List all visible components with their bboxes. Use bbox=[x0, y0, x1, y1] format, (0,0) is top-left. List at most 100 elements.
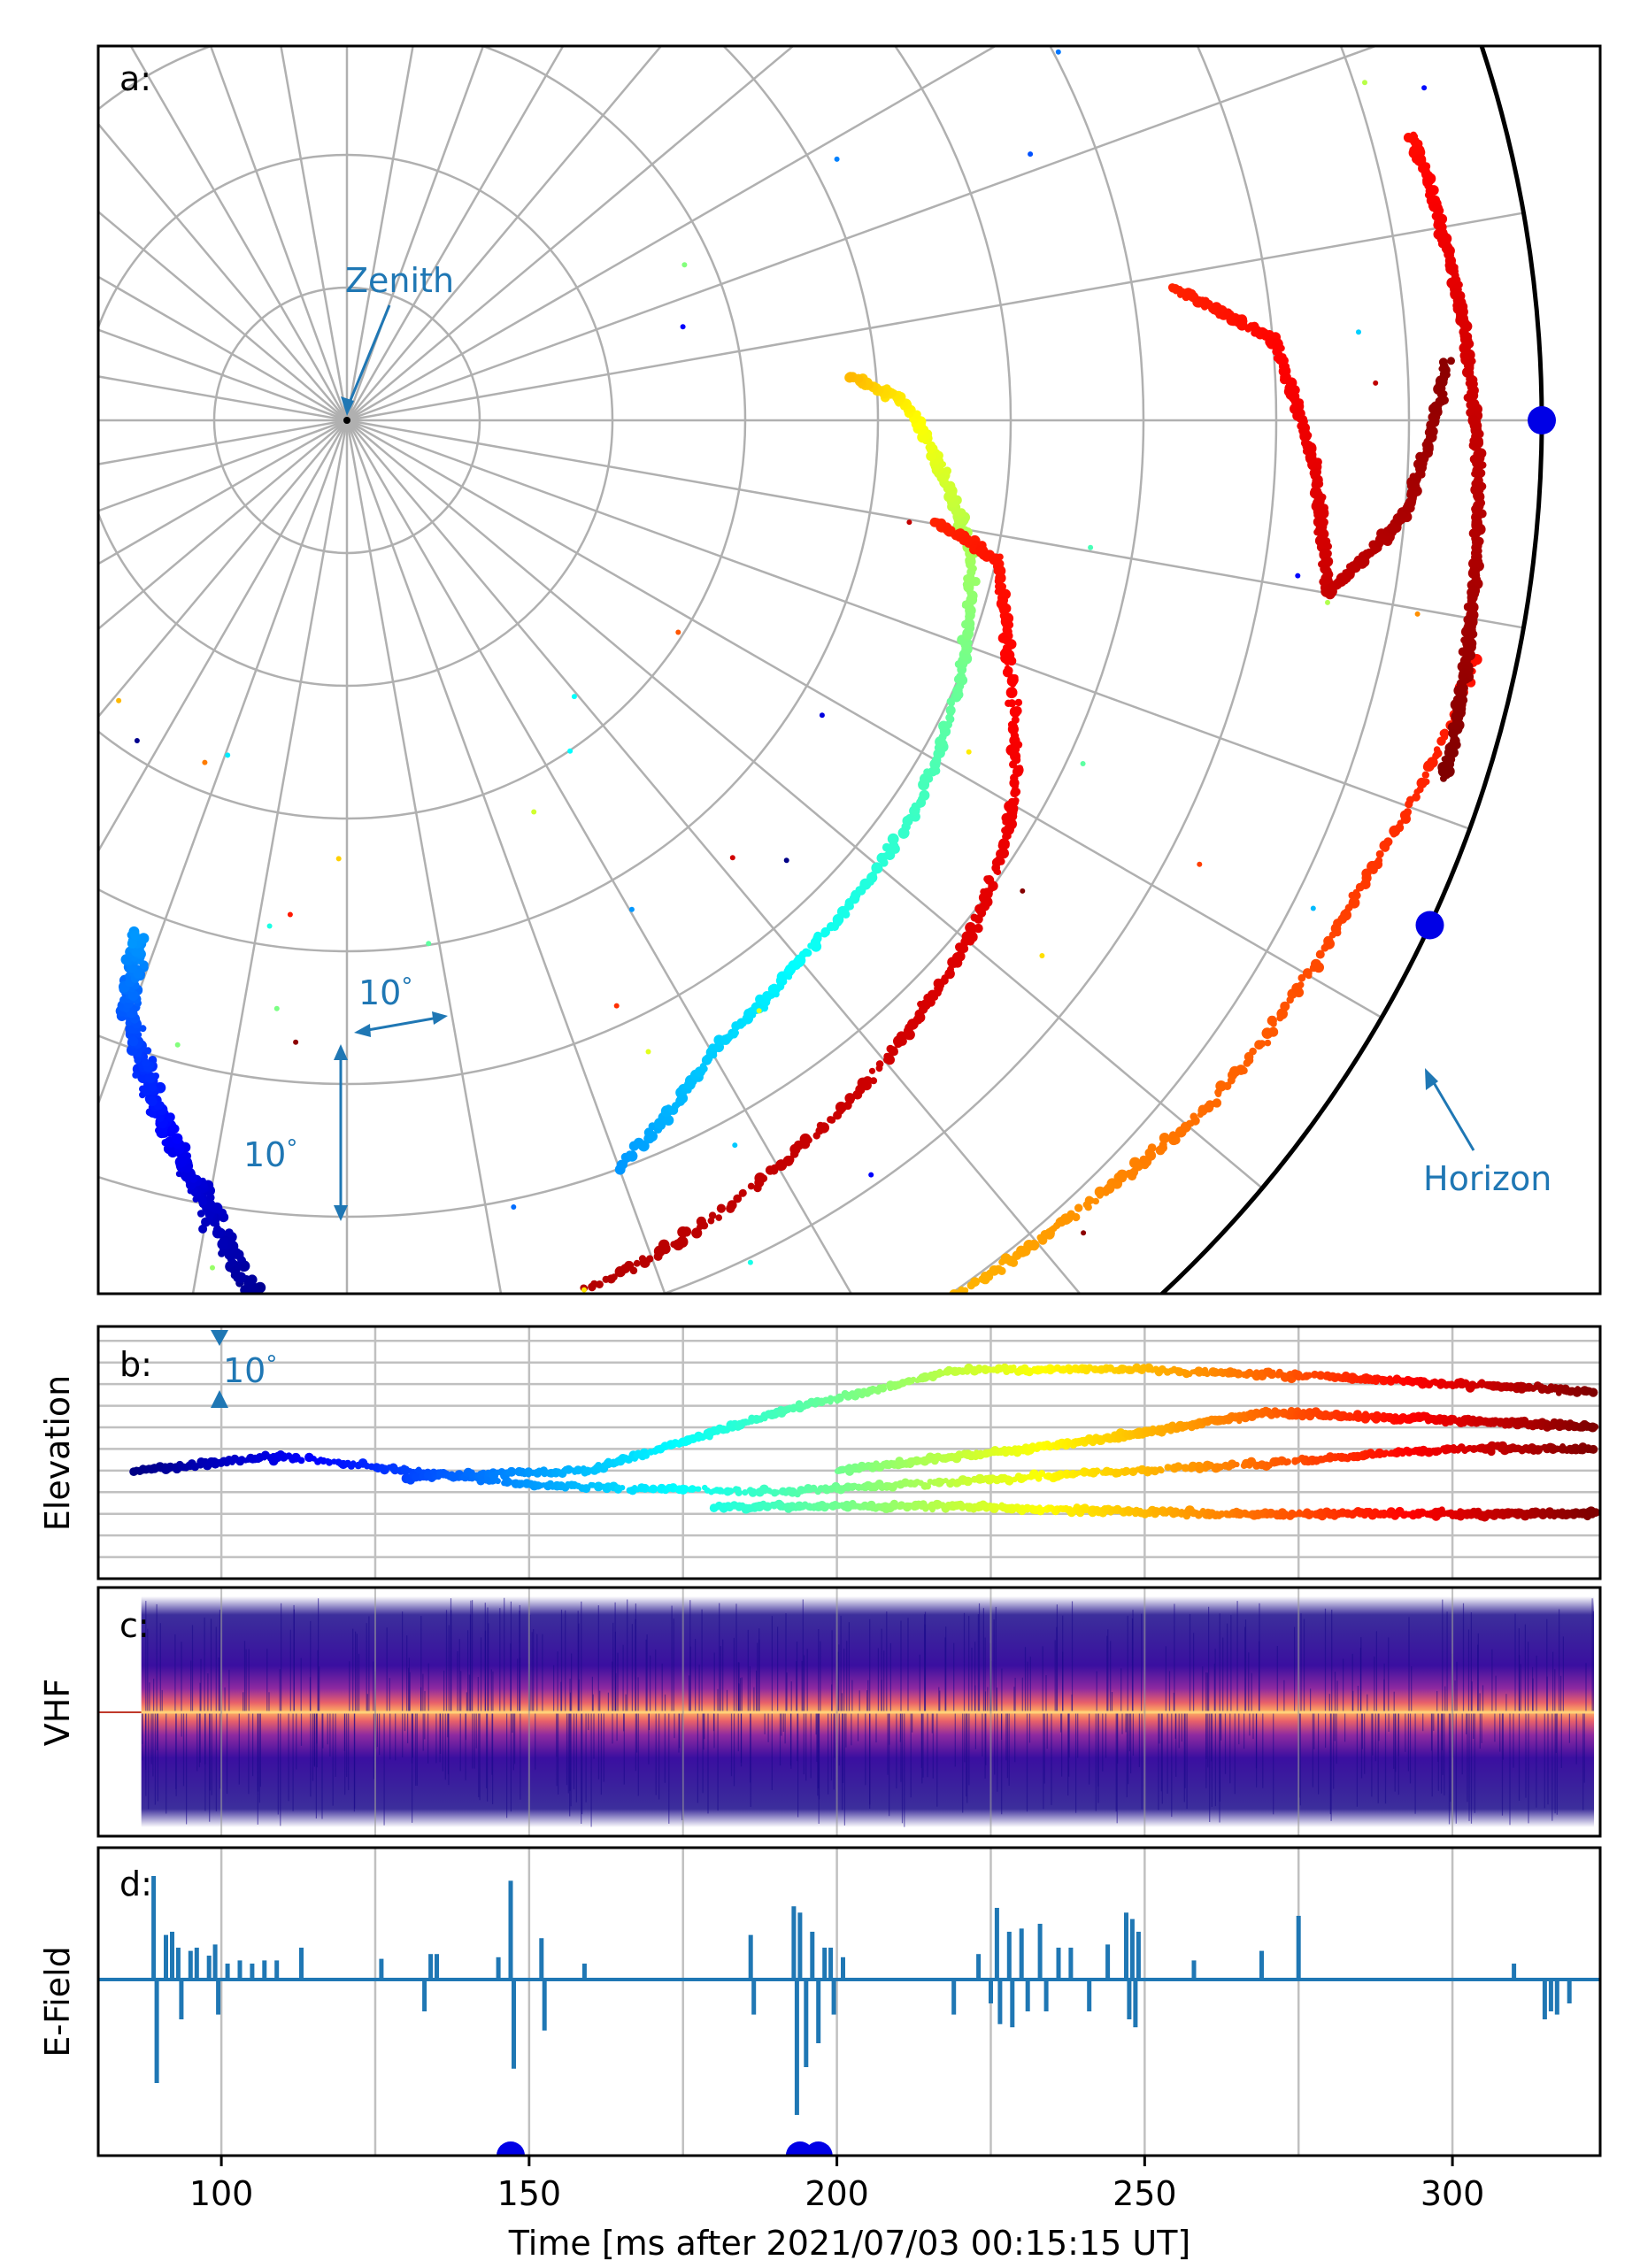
source-point bbox=[868, 1067, 876, 1074]
elevation-point bbox=[974, 1366, 982, 1374]
source-point bbox=[38, 1350, 44, 1357]
source-point bbox=[906, 519, 912, 526]
source-point bbox=[734, 1295, 739, 1300]
source-point bbox=[1311, 958, 1321, 970]
source-point bbox=[970, 1277, 980, 1287]
source-point bbox=[300, 1372, 307, 1379]
source-point bbox=[426, 941, 432, 947]
elevation-scale-bottom-arrow bbox=[211, 1390, 228, 1408]
source-point bbox=[775, 1368, 785, 1378]
source-point bbox=[645, 1049, 651, 1055]
source-point bbox=[983, 875, 991, 883]
source-point bbox=[13, 1337, 22, 1346]
elevation-point bbox=[297, 1457, 305, 1465]
source-point bbox=[883, 1056, 891, 1064]
source-point bbox=[819, 712, 825, 719]
azimuth-spoke-340 bbox=[346, 46, 1379, 422]
source-point bbox=[1013, 765, 1024, 775]
source-point bbox=[848, 1345, 857, 1354]
source-point bbox=[192, 1196, 199, 1203]
source-point bbox=[391, 1388, 401, 1397]
elevation-point bbox=[649, 1484, 658, 1494]
source-point bbox=[828, 1116, 836, 1124]
elevation-point bbox=[1093, 1467, 1101, 1475]
source-point bbox=[189, 1174, 198, 1183]
source-point bbox=[753, 1183, 762, 1193]
source-point bbox=[602, 1275, 610, 1283]
source-point bbox=[405, 1389, 416, 1400]
source-point bbox=[1418, 471, 1426, 479]
source-point bbox=[391, 1393, 398, 1400]
source-point bbox=[186, 1365, 197, 1376]
azimuth-spoke-20 bbox=[346, 419, 1471, 830]
source-point bbox=[287, 911, 293, 918]
azimuth-spoke-200 bbox=[98, 328, 348, 422]
source-point bbox=[311, 1365, 320, 1373]
source-point bbox=[664, 1396, 670, 1403]
source-point bbox=[1001, 604, 1012, 614]
source-point bbox=[541, 1399, 551, 1409]
panel-a-polar-grid bbox=[98, 46, 1544, 1294]
source-point bbox=[707, 1217, 715, 1225]
source-point bbox=[902, 1343, 907, 1349]
source-point bbox=[875, 1065, 883, 1072]
source-point bbox=[675, 629, 681, 635]
elevation-point bbox=[456, 1470, 464, 1477]
source-point bbox=[1404, 500, 1413, 510]
source-point bbox=[174, 1042, 181, 1048]
elevation-point bbox=[1174, 1462, 1183, 1472]
source-point bbox=[767, 984, 778, 995]
source-point bbox=[833, 1111, 843, 1120]
elevation-point bbox=[614, 1484, 622, 1491]
source-point bbox=[1348, 896, 1360, 909]
source-point bbox=[78, 1295, 84, 1302]
source-point bbox=[571, 694, 577, 700]
panel-b-elevation: b: 10° Elevation bbox=[38, 1325, 1602, 1580]
source-point bbox=[180, 1368, 187, 1375]
source-point bbox=[1030, 1242, 1039, 1251]
source-point bbox=[73, 1289, 84, 1301]
source-point bbox=[923, 768, 931, 776]
elevation-point bbox=[992, 1503, 1000, 1511]
source-point bbox=[18, 1342, 26, 1350]
azimuth-arrowhead-right bbox=[432, 1011, 448, 1025]
source-point bbox=[416, 1392, 426, 1402]
azimuth-spoke-40 bbox=[346, 419, 1263, 1189]
source-point bbox=[903, 1314, 911, 1322]
source-point bbox=[1315, 950, 1324, 959]
azimuth-spoke-250 bbox=[209, 46, 349, 421]
source-point bbox=[225, 1228, 234, 1237]
source-point bbox=[1268, 1026, 1279, 1037]
source-point bbox=[1267, 1015, 1277, 1026]
source-point bbox=[749, 1369, 759, 1380]
source-point bbox=[102, 1304, 113, 1316]
source-point bbox=[42, 1277, 52, 1287]
source-point bbox=[668, 1105, 679, 1115]
azimuth-spoke-170 bbox=[98, 419, 348, 465]
source-point bbox=[1014, 698, 1023, 707]
source-point bbox=[152, 1365, 158, 1371]
source-point bbox=[474, 1403, 481, 1411]
source-point bbox=[966, 749, 972, 755]
source-point bbox=[504, 1397, 512, 1406]
source-point bbox=[909, 1314, 915, 1320]
source-point bbox=[4, 1258, 13, 1268]
azimuth-spoke-310 bbox=[346, 46, 663, 421]
source-point bbox=[306, 1373, 313, 1380]
source-point bbox=[738, 1189, 747, 1197]
source-point bbox=[926, 1310, 934, 1318]
source-point bbox=[75, 1351, 82, 1358]
panel-b-sources bbox=[129, 1363, 1600, 1522]
source-point bbox=[834, 156, 840, 162]
elevation-point bbox=[688, 1485, 697, 1493]
elevation-point bbox=[326, 1458, 334, 1466]
elevation-point bbox=[643, 1452, 651, 1459]
source-point bbox=[852, 1089, 863, 1100]
source-point bbox=[1273, 355, 1281, 362]
elevation-track-3 bbox=[709, 1499, 1600, 1522]
source-point bbox=[686, 1389, 696, 1399]
elevation-point bbox=[1035, 1474, 1043, 1482]
source-point bbox=[940, 1300, 951, 1311]
source-point bbox=[143, 1088, 151, 1096]
source-point bbox=[779, 973, 787, 981]
